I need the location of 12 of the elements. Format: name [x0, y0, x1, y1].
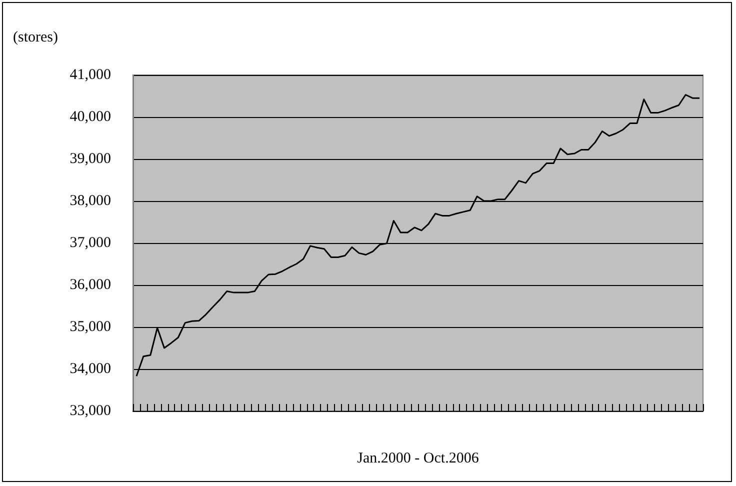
y-axis-title: (stores)	[13, 30, 58, 46]
y-tick-label: 39,000	[70, 151, 111, 167]
y-tick-label: 34,000	[70, 361, 111, 377]
y-tick-label: 37,000	[70, 235, 111, 251]
y-tick-label: 35,000	[70, 319, 111, 335]
line-series	[136, 94, 700, 377]
y-tick-label: 36,000	[70, 277, 111, 293]
y-tick-label: 40,000	[70, 109, 111, 125]
y-tick-label: 41,000	[70, 67, 111, 83]
y-tick-label: 38,000	[70, 193, 111, 209]
y-tick-label: 33,000	[70, 403, 111, 419]
x-axis-title: Jan.2000 - Oct.2006	[357, 450, 480, 466]
